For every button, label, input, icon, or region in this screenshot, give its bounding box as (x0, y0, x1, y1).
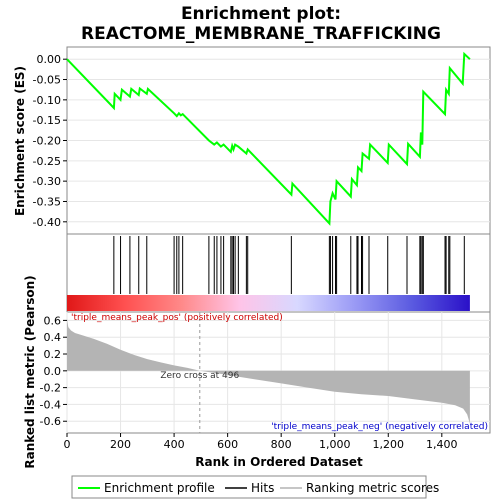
chart-title-line1: Enrichment plot: (181, 4, 341, 24)
x-tick-label: 800 (271, 438, 292, 451)
positive-correlation-label: 'triple_means_peak_pos' (positively corr… (71, 313, 283, 323)
x-tick-label: 200 (110, 438, 131, 451)
x-tick-label: 0 (64, 438, 71, 451)
es-y-tick-label: -0.20 (33, 135, 61, 148)
metric-y-tick-label: -0.2 (40, 382, 61, 395)
es-y-tick-label: 0.00 (37, 53, 62, 66)
hits-panel (66, 233, 491, 313)
enrichment-profile-line (66, 51, 471, 226)
ranking-metric-area (67, 318, 470, 424)
x-tick-label: 1,000 (319, 438, 351, 451)
metric-y-tick-label: 0.6 (44, 314, 62, 327)
es-y-tick-label: -0.40 (33, 216, 61, 229)
es-y-tick-label: -0.15 (33, 114, 61, 127)
es-y-axis-label: Enrichment score (ES) (13, 66, 27, 216)
ranking-color-bar (67, 295, 470, 311)
es-y-tick-label: -0.25 (33, 155, 61, 168)
x-axis-label: Rank in Ordered Dataset (195, 455, 363, 469)
metric-panel: Zero cross at 496 'triple_means_peak_pos… (23, 275, 491, 469)
es-panel: 0.00 -0.05 -0.10 -0.15 -0.20 -0.25 -0.30 -0.35 -… (13, 46, 491, 235)
metric-y-tick-label: -0.4 (40, 398, 61, 411)
metric-y-tick-label: 0.0 (44, 365, 62, 378)
es-y-tick-label: -0.05 (33, 74, 61, 87)
metric-y-tick-label: 0.2 (44, 348, 62, 361)
metric-y-tick-label: 0.4 (44, 331, 62, 344)
es-y-tick-label: -0.35 (33, 195, 61, 208)
x-tick-label: 400 (164, 438, 185, 451)
es-y-tick-label: -0.30 (33, 175, 61, 188)
metric-y-tick-label: -0.6 (40, 415, 61, 428)
legend-label-hits: Hits (251, 481, 274, 495)
legend-frame (71, 475, 427, 499)
x-tick-label: 1,400 (426, 438, 458, 451)
legend: Enrichment profile Hits Ranking metric s… (71, 475, 439, 499)
chart-title-line2: REACTOME_MEMBRANE_TRAFFICKING (81, 24, 441, 44)
es-y-tick-label: -0.10 (33, 94, 61, 107)
legend-label-enrichment-profile: Enrichment profile (104, 481, 215, 495)
legend-label-ranking-metric: Ranking metric scores (306, 481, 439, 495)
metric-y-axis-label: Ranked list metric (Pearson) (23, 275, 37, 468)
zero-cross-label: Zero cross at 496 (160, 371, 239, 381)
x-tick-label: 600 (217, 438, 238, 451)
x-tick-label: 1,200 (373, 438, 405, 451)
negative-correlation-label: 'triple_means_peak_neg' (negatively corr… (271, 422, 488, 432)
